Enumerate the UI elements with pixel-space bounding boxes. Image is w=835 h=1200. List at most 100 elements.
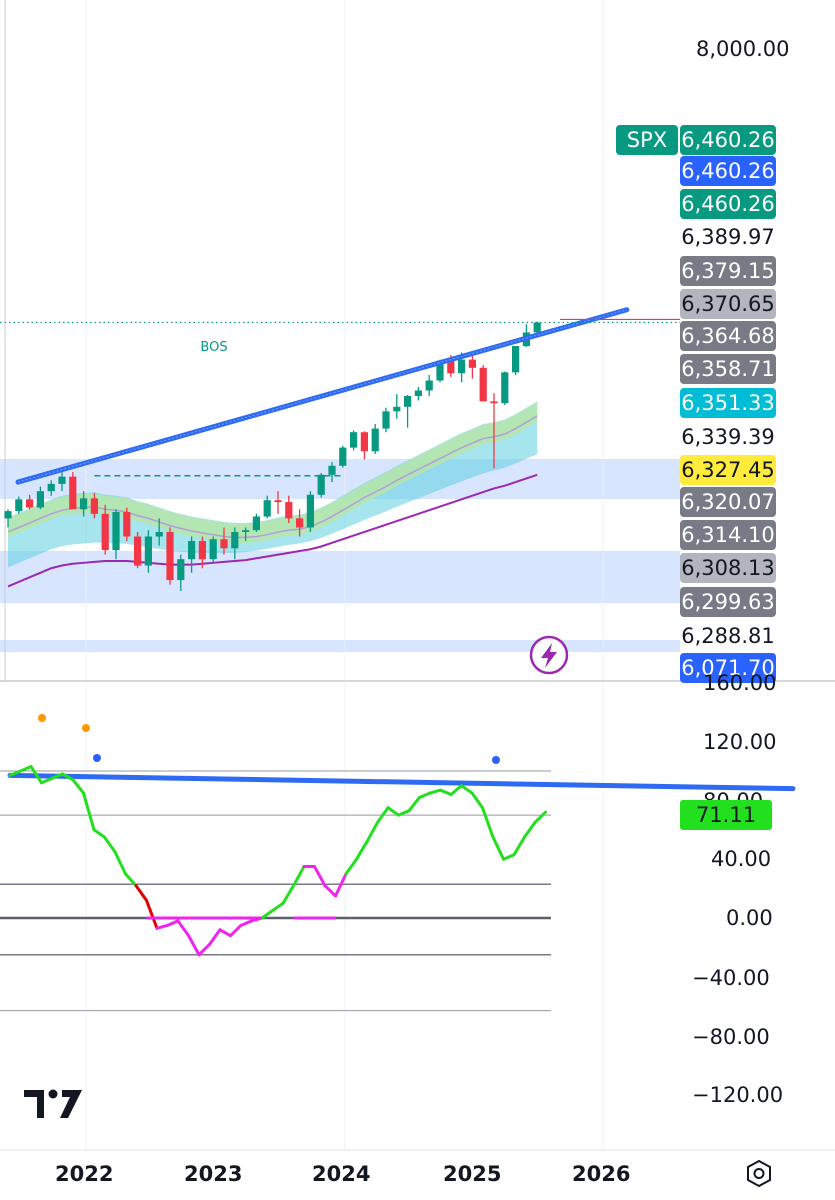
price-tag: 6,379.15 (680, 256, 776, 286)
price-tag: 6,327.45 (680, 455, 776, 485)
candle-29 (317, 473, 325, 498)
osc-segment-35 (376, 806, 390, 824)
symbol-tag: SPX (616, 125, 678, 155)
candle-2 (26, 494, 34, 510)
price-tag: 6,460.26 (680, 189, 776, 219)
osc-segment-42 (449, 784, 463, 797)
price-tag: 6,071.70 (680, 653, 776, 683)
candle-6 (69, 472, 77, 510)
candle-body (80, 498, 88, 510)
settings-icon[interactable] (747, 1159, 771, 1188)
osc-segment-16 (176, 919, 190, 938)
candle-body (425, 380, 433, 391)
price-tag: 6,389.97 (681, 225, 775, 249)
candle-33 (360, 431, 368, 460)
candle-13 (144, 530, 152, 573)
grid-layer (0, 0, 835, 1151)
osc-segment-3 (40, 776, 54, 785)
candle-8 (90, 492, 98, 519)
osc-segment-26 (281, 884, 295, 905)
candle-body (263, 500, 271, 517)
osc-segment-41 (439, 788, 453, 797)
candle-38 (414, 386, 422, 401)
y-tick-label: 8,000.00 (696, 37, 790, 61)
candle-body (371, 428, 379, 452)
candle-body (274, 500, 282, 503)
candle-45 (490, 393, 498, 469)
osc-segment-2 (29, 765, 43, 785)
oscillator-value-tag: 71.11 (680, 800, 772, 830)
osc-segment-45 (481, 806, 495, 839)
candle-body (90, 498, 98, 514)
price-tag: 6,339.39 (681, 425, 775, 449)
osc-tick-label: 160.00 (703, 671, 777, 695)
candle-body (198, 541, 206, 560)
candle-body (188, 541, 196, 560)
cloud-band-inner (8, 402, 538, 543)
candle-15 (166, 527, 174, 585)
candle-27 (296, 509, 304, 537)
candle-body (134, 536, 142, 566)
osc-segment-19 (208, 928, 222, 946)
candle-body (533, 322, 541, 333)
osc-segment-27 (292, 865, 306, 888)
tv-logo (24, 1089, 82, 1118)
candle-body (242, 530, 250, 532)
candle-36 (393, 394, 401, 419)
osc-segment-30 (323, 884, 337, 898)
osc-segment-18 (197, 942, 211, 957)
osc-segment-31 (334, 872, 348, 898)
candle-body (512, 346, 520, 373)
signal-dot-orange-2 (82, 724, 90, 732)
osc-segment-24 (260, 909, 274, 920)
signal-dot-orange-1 (38, 714, 46, 722)
osc-segment-11 (124, 872, 138, 888)
osc-segment-49 (523, 820, 537, 839)
price-tag: 6,460.26 (680, 125, 776, 155)
osc-segment-43 (460, 784, 474, 795)
candle-body (112, 512, 120, 551)
candle-19 (209, 536, 217, 564)
candle-body (36, 491, 44, 508)
osc-segment-47 (502, 853, 516, 861)
osc-segment-37 (397, 809, 411, 817)
candle-35 (382, 407, 390, 433)
osc-tick-label: 40.00 (711, 847, 772, 871)
osc-segment-40 (428, 788, 442, 795)
candle-44 (479, 365, 487, 402)
candle-body (166, 531, 174, 581)
candle-body (69, 476, 77, 510)
candle-14 (155, 518, 163, 546)
candle-body (490, 401, 498, 404)
osc-segment-44 (470, 791, 484, 810)
candle-body (26, 499, 34, 508)
candle-17 (188, 536, 196, 573)
candle-body (414, 390, 422, 396)
price-tag: 6,358.71 (680, 354, 776, 384)
candle-body (155, 531, 163, 537)
candle-body (220, 539, 228, 549)
lightning-icon[interactable] (529, 635, 569, 675)
candle-46 (501, 371, 509, 405)
candle-0 (4, 509, 12, 528)
candle-47 (512, 346, 520, 376)
overlay-layer (0, 307, 680, 485)
candle-32 (350, 430, 358, 451)
osc-segment-21 (229, 923, 243, 938)
price-tag: 6,351.33 (680, 388, 776, 418)
candle-body (328, 465, 336, 475)
candle-9 (101, 504, 109, 555)
candle-37 (404, 395, 412, 428)
x-tick-label: 2024 (312, 1162, 371, 1186)
zone-2 (0, 640, 680, 652)
candle-5 (58, 472, 66, 492)
candle-3 (36, 486, 44, 510)
osc-segment-22 (239, 919, 253, 927)
price-tag: 6,314.10 (680, 520, 776, 550)
osc-segment-46 (491, 835, 505, 861)
candle-12 (134, 531, 142, 569)
candle-body (209, 539, 217, 560)
candle-20 (220, 527, 228, 555)
candle-body (339, 447, 347, 466)
